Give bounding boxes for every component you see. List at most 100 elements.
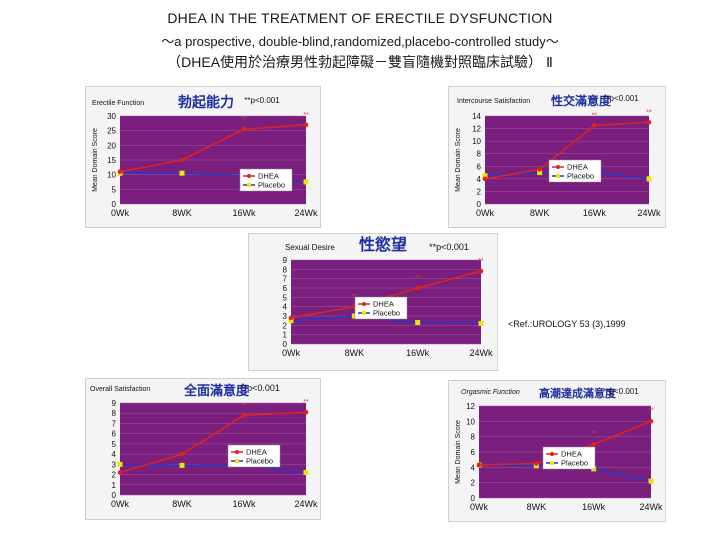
x-tick-label: 8WK: [172, 208, 192, 218]
legend-marker-placebo: [550, 461, 554, 465]
chart-title-chinese: 全面滿意度: [183, 383, 250, 398]
annotation-stars: **: [646, 109, 652, 116]
y-tick-label: 30: [107, 112, 116, 121]
series-line-dhea: [119, 411, 307, 474]
significance-label: **p<0.001: [429, 242, 469, 252]
data-point-placebo: [288, 318, 294, 324]
y-tick-label: 5: [112, 185, 117, 194]
data-point-dhea: [478, 268, 484, 274]
data-point-dhea: [592, 123, 597, 128]
data-point-placebo: [303, 470, 309, 476]
chart-title: Erectile Function: [92, 100, 144, 107]
chart-orgasmic-function: 0 2 4 6 8 10 12 0Wk 8WK 16Wk 24Wk Mean Domain Score…: [448, 380, 666, 522]
data-point-placebo: [117, 461, 123, 467]
data-point-placebo: [179, 462, 185, 468]
chart-title-chinese: 性慾望: [359, 235, 407, 254]
x-tick-label: 24Wk: [294, 208, 318, 218]
y-tick-label: 7: [283, 275, 288, 284]
y-tick-label: 2: [283, 321, 288, 330]
legend-label-placebo: Placebo: [246, 457, 273, 466]
data-point-dhea: [288, 315, 294, 321]
data-point-dhea: [482, 176, 488, 182]
y-tick-label: 12: [472, 125, 481, 134]
chart-title: Sexual Desire: [285, 243, 335, 252]
legend-marker-dhea: [550, 452, 554, 456]
legend-marker-dhea: [362, 302, 366, 306]
annotation-stars: **: [478, 258, 484, 265]
series-line-placebo: [119, 463, 307, 474]
y-tick-label: 6: [477, 162, 482, 171]
y-axis-label: Mean Domain Score: [455, 420, 462, 484]
significance-label: **p<0.001: [244, 96, 280, 105]
y-tick-label: 10: [107, 171, 116, 180]
annotation-stars: **: [352, 294, 358, 301]
data-point-dhea: [179, 451, 185, 457]
legend-label-placebo: Placebo: [373, 309, 400, 318]
legend-label-placebo: Placebo: [561, 459, 588, 468]
chart-svg: 0 2 4 6 8 10 12 14 0Wk 8WK 16Wk 24Wk Mean Domain Sco…: [455, 93, 661, 218]
data-point-dhea: [179, 157, 185, 163]
y-tick-label: 8: [477, 150, 482, 159]
annotation-stars: **: [591, 430, 597, 437]
x-tick-label: 0Wk: [282, 348, 301, 358]
data-point-placebo: [537, 170, 543, 176]
chart-intercourse-satisfaction: 0 2 4 6 8 10 12 14 0Wk 8WK 16Wk 24Wk Mean Domain Sco…: [448, 86, 666, 228]
data-point-placebo: [415, 320, 421, 326]
y-tick-label: 2: [477, 187, 482, 196]
x-tick-label: 0Wk: [476, 208, 495, 218]
y-axis-label: Mean Domain Score: [455, 128, 462, 192]
y-tick-label: 5: [112, 440, 117, 449]
series-line-placebo: [290, 315, 482, 325]
x-tick-label: 8WK: [527, 502, 547, 512]
data-point-dhea: [117, 169, 123, 175]
legend-marker-dhea: [247, 174, 251, 178]
x-tick-label: 16Wk: [232, 499, 256, 509]
y-tick-label: 9: [283, 256, 288, 265]
legend-label-dhea: DHEA: [373, 300, 394, 309]
y-tick-label: 1: [283, 331, 288, 340]
y-tick-label: 8: [471, 433, 476, 442]
chart-title: Intercourse Satisfaction: [457, 98, 530, 105]
legend-marker-placebo: [247, 183, 251, 187]
chart-sexual-desire: 0 1 2 3 4 5 6 7 8 9 0Wk 8WK 16Wk 24Wk Sexual Desire 性慾望…: [248, 233, 498, 371]
y-tick-label: 10: [466, 417, 475, 426]
x-tick-label: 8WK: [345, 348, 365, 358]
annotation-stars: **: [415, 275, 421, 282]
y-tick-label: 0: [477, 200, 482, 209]
y-tick-label: 4: [112, 450, 117, 459]
y-tick-label: 7: [112, 419, 117, 428]
annotation-stars: **: [241, 402, 247, 409]
legend-label-dhea: DHEA: [258, 172, 279, 181]
legend-label-placebo: Placebo: [258, 181, 285, 190]
chart-title-chinese: 高潮達成滿意度: [539, 386, 617, 400]
y-tick-label: 14: [472, 112, 481, 121]
chart-svg: 0 2 4 6 8 10 12 0Wk 8WK 16Wk 24Wk Mean Domain Score…: [455, 386, 663, 512]
data-point-placebo: [648, 478, 654, 484]
y-tick-label: 3: [283, 312, 288, 321]
annotation-stars: **: [648, 407, 654, 414]
legend-marker-placebo: [362, 311, 366, 315]
significance-label: **p<0.001: [603, 387, 639, 396]
data-point-dhea: [241, 126, 247, 132]
y-tick-label: 6: [283, 284, 288, 293]
series-line-dhea: [119, 124, 307, 173]
y-axis-label: Mean Domain Score: [92, 128, 99, 192]
series-line-dhea: [484, 121, 650, 180]
legend-label-dhea: DHEA: [246, 448, 267, 457]
significance-label: **p<0.001: [603, 94, 639, 103]
x-tick-label: 0Wk: [470, 502, 489, 512]
legend-label-dhea: DHEA: [561, 450, 582, 459]
chart-overall-satisfaction: 0 1 2 3 4 5 6 7 8 9 0Wk 8WK 16Wk 24Wk Overall Satisfac…: [85, 378, 321, 520]
data-point-dhea: [303, 409, 309, 415]
y-tick-label: 15: [107, 156, 116, 165]
data-point-placebo: [646, 176, 652, 182]
x-tick-label: 16Wk: [406, 348, 430, 358]
legend-label-dhea: DHEA: [567, 163, 588, 172]
x-tick-label: 24Wk: [639, 502, 663, 512]
data-point-placebo: [351, 313, 357, 319]
y-tick-label: 20: [107, 141, 116, 150]
chart-title-chinese: 勃起能力: [178, 94, 234, 110]
page-title: DHEA IN THE TREATMENT OF ERECTILE DYSFUN…: [167, 10, 553, 26]
